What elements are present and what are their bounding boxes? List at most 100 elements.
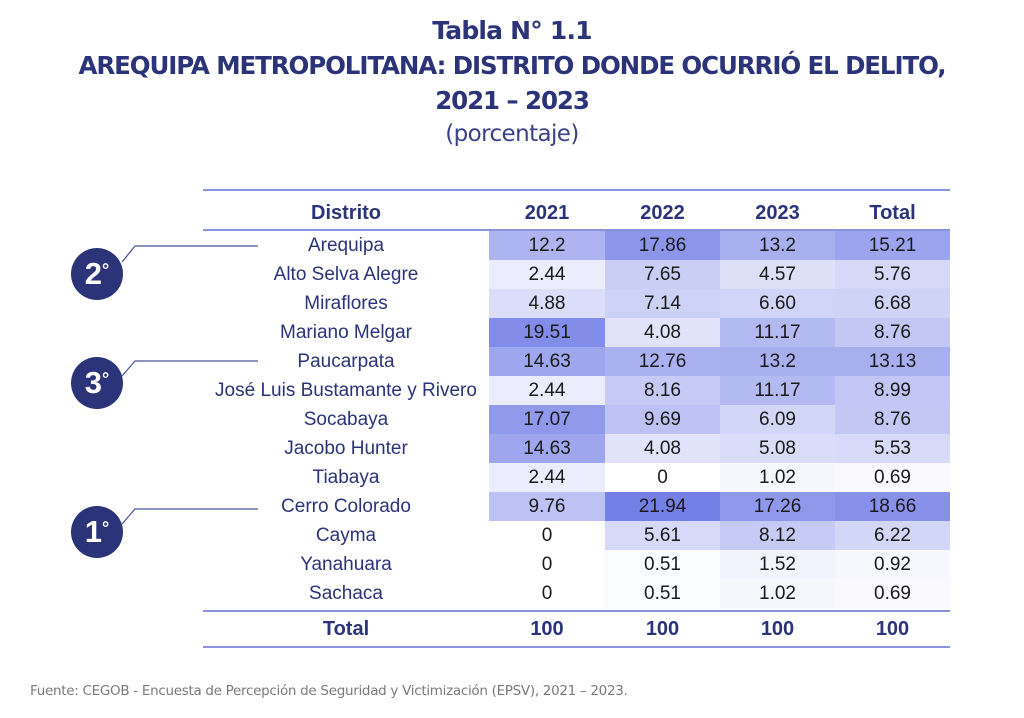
table-row: Socabaya 17.07 9.69 6.09 8.76 xyxy=(203,405,950,434)
value-2023: 13.2 xyxy=(720,347,835,376)
table-header-rule xyxy=(203,229,950,231)
district-name: José Luis Bustamante y Rivero xyxy=(215,380,477,401)
degree-symbol: ° xyxy=(102,260,110,280)
table-number-title: Tabla N° 1.1 xyxy=(432,16,592,45)
value-2021: 17.07 xyxy=(489,405,605,434)
value-2022: 4.08 xyxy=(605,318,720,347)
table-row: Mariano Melgar 19.51 4.08 11.17 8.76 xyxy=(203,318,950,347)
value-2021: 19.51 xyxy=(489,318,605,347)
table-row: Jacobo Hunter 14.63 4.08 5.08 5.53 xyxy=(203,434,950,463)
table-unit: (porcentaje) xyxy=(445,121,579,147)
value-total: 6.68 xyxy=(835,289,950,318)
value-total: 6.22 xyxy=(835,521,950,550)
district-name: Jacobo Hunter xyxy=(284,438,408,459)
value-2021: 14.63 xyxy=(489,347,605,376)
district-name: Miraflores xyxy=(304,293,388,314)
total-2022: 100 xyxy=(645,618,680,640)
value-2022: 8.16 xyxy=(605,376,720,405)
connector-line-1 xyxy=(121,508,258,525)
table-row: José Luis Bustamante y Rivero 2.44 8.16 11.… xyxy=(203,376,950,405)
value-2021: 4.88 xyxy=(489,289,605,318)
district-name: Paucarpata xyxy=(297,351,395,372)
connector-line-2 xyxy=(121,245,258,263)
table-header-row: Distrito 2021 2022 2023 Total xyxy=(203,191,950,229)
district-name: Cerro Colorado xyxy=(281,496,411,517)
value-2023: 1.02 xyxy=(720,579,835,608)
total-total: 100 xyxy=(875,618,910,640)
value-2023: 11.17 xyxy=(720,318,835,347)
rank-number: 3 xyxy=(84,365,103,400)
table-row: Alto Selva Alegre 2.44 7.65 4.57 5.76 xyxy=(203,260,950,289)
header-total: Total xyxy=(869,202,916,224)
rank-number: 1 xyxy=(84,514,103,549)
district-name: Yanahuara xyxy=(300,554,392,575)
value-2022: 7.14 xyxy=(605,289,720,318)
district-name: Tiabaya xyxy=(312,467,380,488)
value-2022: 9.69 xyxy=(605,405,720,434)
header-2023: 2023 xyxy=(755,202,800,224)
table-bottom-rule xyxy=(203,646,950,648)
table-total-row: Total 100 100 100 100 xyxy=(203,612,950,646)
district-name: Socabaya xyxy=(303,409,389,430)
value-total: 8.99 xyxy=(835,376,950,405)
value-2022: 21.94 xyxy=(605,492,720,521)
value-total: 0.92 xyxy=(835,550,950,579)
value-2023: 6.09 xyxy=(720,405,835,434)
value-2021: 0 xyxy=(489,579,605,608)
value-2023: 11.17 xyxy=(720,376,835,405)
table-row: Paucarpata 14.63 12.76 13.2 13.13 xyxy=(203,347,950,376)
value-2021: 2.44 xyxy=(489,376,605,405)
connector-line-3 xyxy=(121,360,258,377)
degree-symbol: ° xyxy=(102,518,110,538)
value-2021: 14.63 xyxy=(489,434,605,463)
rank-badge-1: 1° xyxy=(71,506,123,558)
total-label: Total xyxy=(322,618,370,640)
header-district: Distrito xyxy=(311,202,381,224)
total-2023: 100 xyxy=(760,618,795,640)
value-total: 0.69 xyxy=(835,463,950,492)
value-total: 13.13 xyxy=(835,347,950,376)
value-2021: 2.44 xyxy=(489,260,605,289)
value-total: 0.69 xyxy=(835,579,950,608)
value-2021: 0 xyxy=(489,550,605,579)
value-2022: 17.86 xyxy=(605,231,720,260)
rank-badge-2: 2° xyxy=(71,248,123,300)
value-2021: 0 xyxy=(489,521,605,550)
value-total: 15.21 xyxy=(835,231,950,260)
value-2021: 9.76 xyxy=(489,492,605,521)
table-top-rule xyxy=(203,189,950,191)
value-2021: 2.44 xyxy=(489,463,605,492)
table-row: Cayma 0 5.61 8.12 6.22 xyxy=(203,521,950,550)
district-name: Cayma xyxy=(315,525,377,546)
header-2022: 2022 xyxy=(640,202,685,224)
table-title-years: 2021 – 2023 xyxy=(435,86,590,115)
value-2023: 4.57 xyxy=(720,260,835,289)
value-2022: 0.51 xyxy=(605,579,720,608)
district-name: Mariano Melgar xyxy=(280,322,412,343)
value-2022: 5.61 xyxy=(605,521,720,550)
value-2023: 13.2 xyxy=(720,231,835,260)
value-2023: 6.60 xyxy=(720,289,835,318)
header-2021: 2021 xyxy=(524,202,570,224)
value-2023: 5.08 xyxy=(720,434,835,463)
table-row: Tiabaya 2.44 0 1.02 0.69 xyxy=(203,463,950,492)
value-total: 8.76 xyxy=(835,318,950,347)
value-2022: 0.51 xyxy=(605,550,720,579)
value-total: 5.53 xyxy=(835,434,950,463)
table-row: Yanahuara 0 0.51 1.52 0.92 xyxy=(203,550,950,579)
table-row: Miraflores 4.88 7.14 6.60 6.68 xyxy=(203,289,950,318)
total-2021: 100 xyxy=(530,618,564,640)
source-note: Fuente: CEGOB - Encuesta de Percepción d… xyxy=(30,683,628,699)
district-name: Sachaca xyxy=(309,583,383,604)
rank-badge-3: 3° xyxy=(71,357,123,409)
value-2023: 8.12 xyxy=(720,521,835,550)
table-row: Arequipa 12.2 17.86 13.2 15.21 xyxy=(203,231,950,260)
value-2023: 1.02 xyxy=(720,463,835,492)
district-name: Alto Selva Alegre xyxy=(273,264,419,285)
value-2022: 0 xyxy=(605,463,720,492)
value-total: 8.76 xyxy=(835,405,950,434)
value-total: 5.76 xyxy=(835,260,950,289)
title-block: Tabla N° 1.1 AREQUIPA METROPOLITANA: DIS… xyxy=(0,14,1024,150)
value-2023: 1.52 xyxy=(720,550,835,579)
